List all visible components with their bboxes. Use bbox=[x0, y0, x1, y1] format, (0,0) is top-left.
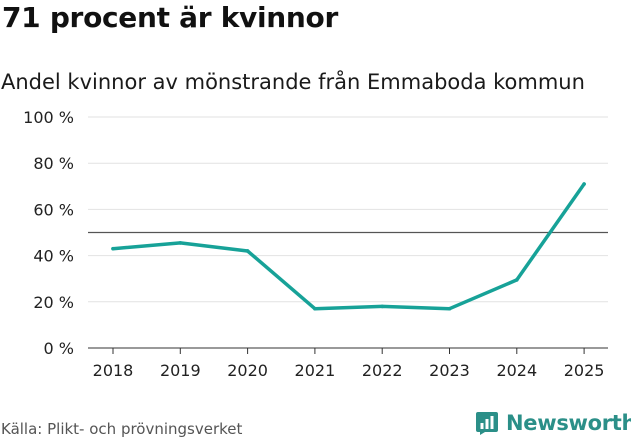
x-axis-tick-labels: 2018 2019 2020 2021 2022 2023 2024 2025 bbox=[93, 361, 605, 380]
y-tick-label: 100 % bbox=[23, 108, 74, 127]
series-line bbox=[111, 182, 586, 311]
x-axis bbox=[88, 347, 608, 354]
x-tick-label: 2022 bbox=[362, 361, 403, 380]
data-point bbox=[582, 182, 586, 186]
x-tick-label: 2023 bbox=[429, 361, 470, 380]
bar-chart-speech-bubble-icon bbox=[476, 412, 498, 435]
x-tick-label: 2024 bbox=[496, 361, 537, 380]
data-point bbox=[178, 241, 183, 245]
line-chart: 0 % 20 % 40 % 60 % 80 % 100 % 2018 2019 2020 202… bbox=[23, 108, 608, 380]
chart-title: 71 procent är kvinnor bbox=[2, 1, 338, 34]
x-tick-label: 2018 bbox=[93, 361, 134, 380]
y-tick-label: 80 % bbox=[33, 154, 74, 173]
data-point bbox=[515, 278, 519, 282]
y-tick-label: 20 % bbox=[33, 293, 74, 312]
brand-name: Newsworthy bbox=[506, 411, 631, 435]
data-point bbox=[313, 306, 317, 311]
chart-subtitle: Andel kvinnor av mönstrande från Emmabod… bbox=[1, 70, 585, 94]
x-tick-label: 2019 bbox=[160, 361, 201, 380]
y-tick-label: 0 % bbox=[44, 339, 74, 358]
y-tick-label: 40 % bbox=[33, 247, 74, 266]
gridlines bbox=[88, 116, 608, 303]
x-tick-label: 2021 bbox=[295, 361, 336, 380]
x-tick-label: 2025 bbox=[564, 361, 605, 380]
y-axis-tick-labels: 0 % 20 % 40 % 60 % 80 % 100 % bbox=[23, 108, 74, 358]
x-tick-label: 2020 bbox=[227, 361, 268, 380]
y-tick-label: 60 % bbox=[33, 200, 74, 219]
source-note: Källa: Plikt- och prövningsverket bbox=[1, 420, 243, 438]
data-point bbox=[245, 249, 250, 253]
data-point bbox=[111, 246, 115, 251]
newsworthy-logo[interactable]: Newsworthy bbox=[475, 408, 631, 438]
data-point bbox=[447, 306, 452, 311]
data-point bbox=[380, 304, 385, 309]
series-group bbox=[111, 182, 586, 311]
